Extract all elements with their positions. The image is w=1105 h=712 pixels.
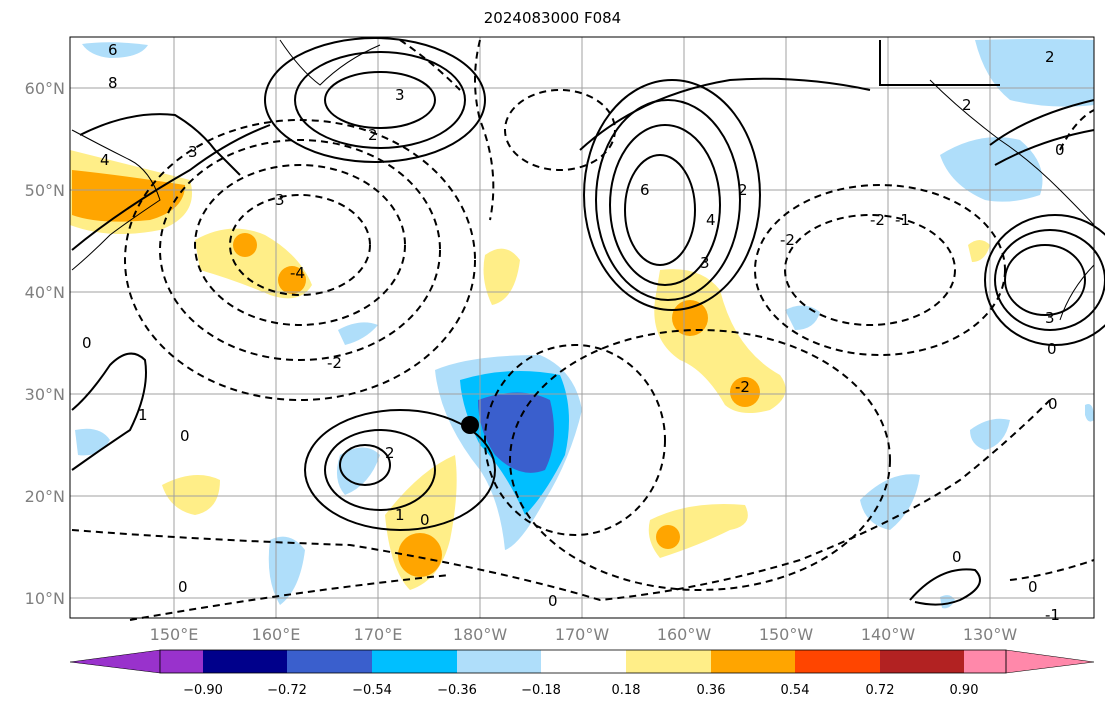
- contour-label: 1: [138, 406, 148, 424]
- contour-label: 3: [188, 143, 198, 161]
- contour-label: 0: [952, 548, 962, 566]
- contour-label: -1: [1045, 606, 1060, 624]
- contour-label: 0: [548, 592, 558, 610]
- lat-label-40n: 40°N: [24, 283, 65, 302]
- colorbar-tick-label: 0.18: [611, 683, 641, 698]
- contour-label: 3: [395, 86, 405, 104]
- contour-label: -2: [327, 354, 342, 372]
- colorbar-extend-low: [69, 649, 161, 674]
- colorbar: [69, 649, 1095, 674]
- contour-label: 2: [738, 181, 748, 199]
- contour-label: 0: [1028, 578, 1038, 596]
- contour-label: 0: [1055, 141, 1065, 159]
- contour-label: -2: [780, 231, 795, 249]
- contour-label: 0: [180, 427, 190, 445]
- lon-label-150e: 150°E: [149, 625, 199, 644]
- lon-label-140w: 140°W: [860, 625, 916, 644]
- lat-label-10n: 10°N: [24, 589, 65, 608]
- lat-label-60n: 60°N: [24, 79, 65, 98]
- contour-label: -4: [290, 264, 305, 282]
- contour-label: 0: [82, 334, 92, 352]
- contour-label: 3: [1045, 309, 1055, 327]
- contour-label: 8: [108, 74, 118, 92]
- contour-label: 0: [178, 578, 188, 596]
- lat-label-20n: 20°N: [24, 487, 65, 506]
- contour-label: 6: [640, 181, 650, 199]
- lon-label-170e: 170°E: [353, 625, 403, 644]
- lon-label-160e: 160°E: [251, 625, 301, 644]
- lat-label-50n: 50°N: [24, 181, 65, 200]
- colorbar-tick-label: 0.54: [780, 683, 810, 698]
- colorbar-tick-label: −0.90: [183, 683, 223, 698]
- lat-label-30n: 30°N: [24, 385, 65, 404]
- contour-label: 0: [1047, 340, 1057, 358]
- contour-label: 2: [1045, 48, 1055, 66]
- contour-label: 1: [395, 506, 405, 524]
- colorbar-tick-label: −0.72: [267, 683, 307, 698]
- storm-position-marker: [461, 416, 479, 434]
- contour-labels: 6 8 3 2 2 2 4 3 3 6 2 4 3 -1 -2 -2 -4 3 …: [82, 41, 1065, 624]
- contour-label: 4: [706, 211, 716, 229]
- graticule: [70, 37, 1094, 618]
- shading-layer: [70, 39, 1094, 609]
- colorbar-tick-label: −0.36: [437, 683, 477, 698]
- colorbar-tick-label: 0.90: [949, 683, 979, 698]
- negative-contours: [71, 39, 1095, 621]
- contour-label: 2: [962, 96, 972, 114]
- contour-label: 3: [275, 191, 285, 209]
- lon-label-130w: 130°W: [962, 625, 1018, 644]
- colorbar-tick-label: 0.72: [865, 683, 895, 698]
- colorbar-tick-label: −0.18: [521, 683, 561, 698]
- shade-orange-nw-core: [72, 170, 185, 222]
- colorbar-tick-label: 0.36: [696, 683, 726, 698]
- contour-label: 0: [420, 511, 430, 529]
- positive-contours: [71, 37, 1105, 606]
- contour-label: 4: [100, 151, 110, 169]
- contour-label: -2: [870, 211, 885, 229]
- contour-label: -1: [895, 211, 910, 229]
- lon-label-170w: 170°W: [554, 625, 610, 644]
- contour-label: 2: [368, 126, 378, 144]
- coastlines: [71, 39, 1095, 321]
- contour-label: 2: [385, 444, 395, 462]
- lon-label-160w: 160°W: [656, 625, 712, 644]
- lon-label-180w: 180°W: [452, 625, 508, 644]
- contour-label: 6: [108, 41, 118, 59]
- contour-label: 0: [1048, 395, 1058, 413]
- map-frame: [69, 36, 1095, 619]
- map-title: 2024083000 F084: [483, 9, 622, 27]
- colorbar-extend-high: [1005, 649, 1095, 674]
- contour-label: -2: [735, 378, 750, 396]
- contour-label: 3: [700, 254, 710, 272]
- lon-label-150w: 150°W: [758, 625, 814, 644]
- colorbar-tick-label: −0.54: [352, 683, 392, 698]
